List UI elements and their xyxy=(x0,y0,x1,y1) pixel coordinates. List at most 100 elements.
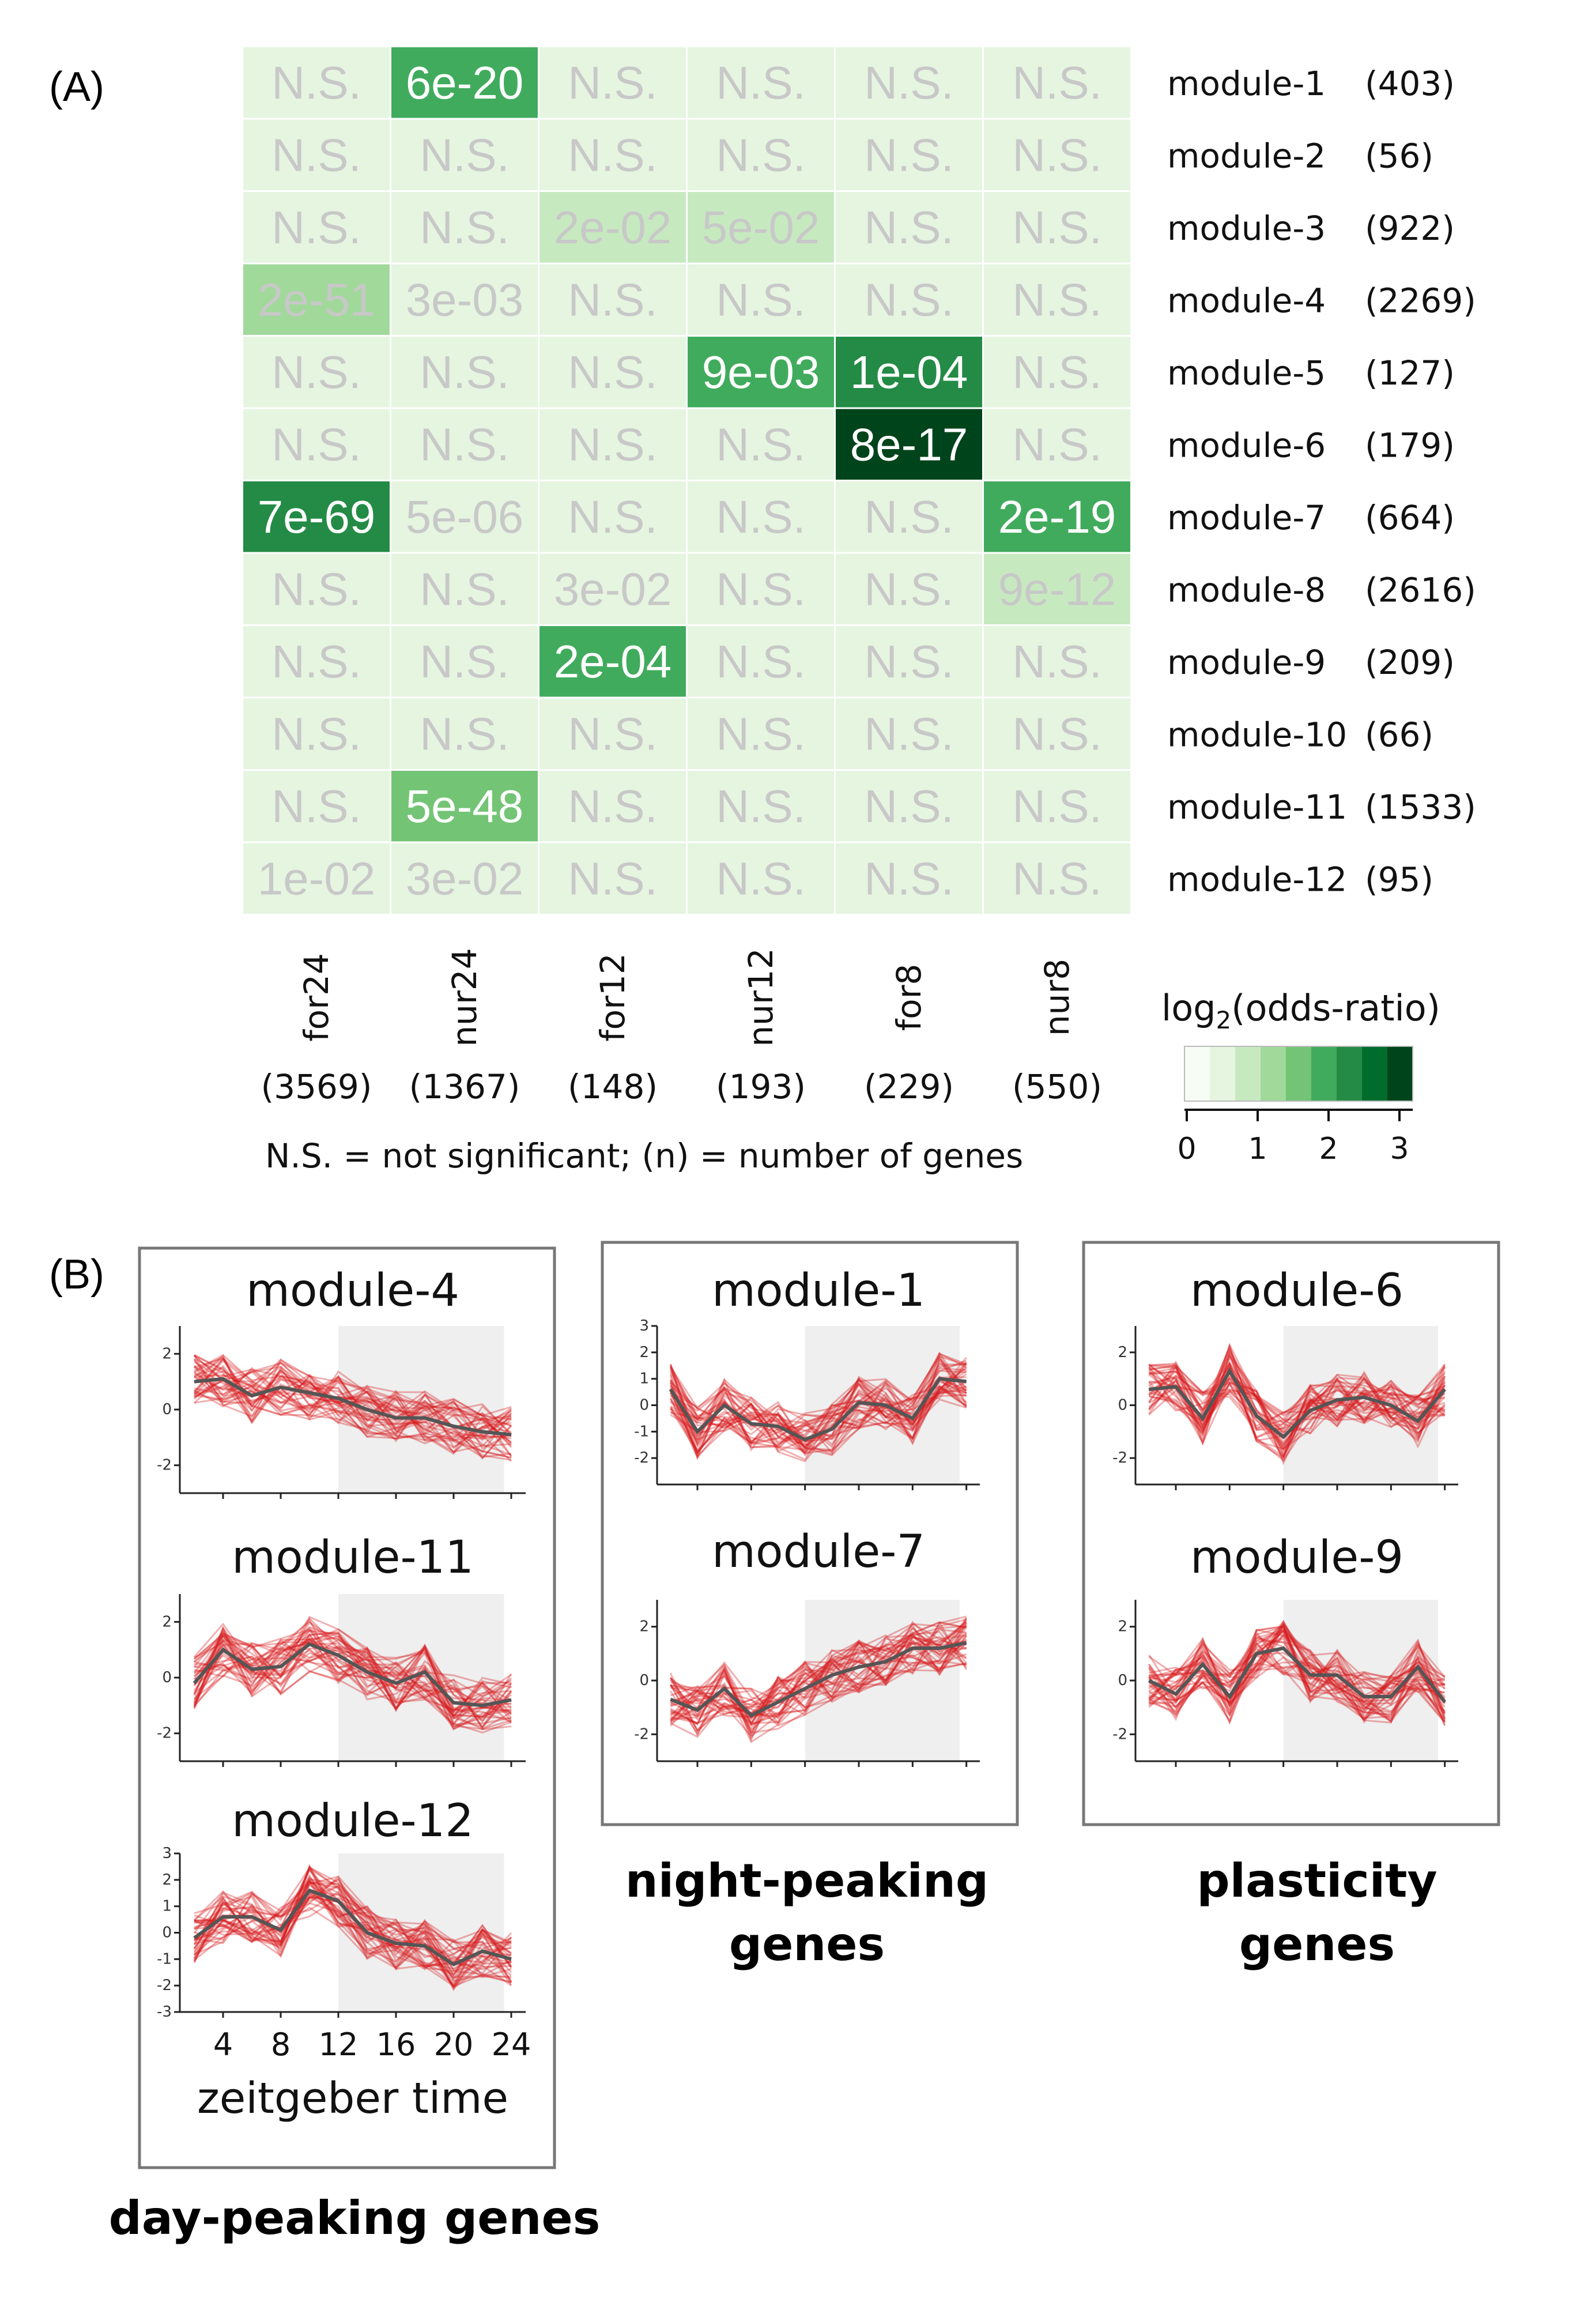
heatmap-cell-label: N.S. xyxy=(271,57,361,108)
gene-trace xyxy=(670,1351,967,1455)
heatmap-cell-label: 2e-51 xyxy=(258,274,376,325)
heatmap-cell-label: N.S. xyxy=(1012,708,1102,759)
heatmap-cell-label: 8e-17 xyxy=(850,419,968,470)
gene-trace xyxy=(1148,1622,1446,1723)
y-tick-label: 3 xyxy=(162,1845,172,1862)
gene-trace xyxy=(193,1354,512,1440)
gene-trace xyxy=(194,1873,512,1971)
heatmap-cell xyxy=(391,337,538,408)
heatmap-cell xyxy=(984,553,1130,624)
gene-trace xyxy=(193,1365,512,1456)
heatmap-cell-label: N.S. xyxy=(1012,853,1102,904)
gene-trace xyxy=(1149,1623,1446,1715)
heatmap-cell-label: N.S. xyxy=(1012,274,1102,325)
heatmap-cell-label: N.S. xyxy=(864,57,954,108)
heatmap-cell xyxy=(836,481,982,552)
heatmap-cell-label: N.S. xyxy=(716,563,806,615)
y-tick-label: 1 xyxy=(639,1370,649,1388)
column-label: for8 xyxy=(889,964,929,1031)
heatmap-cell-label: 5e-06 xyxy=(406,491,524,542)
gene-trace xyxy=(670,1352,967,1457)
legend-ticks: 0 1 2 3 xyxy=(1177,1109,1413,1166)
gene-trace xyxy=(669,1375,967,1460)
night-shade xyxy=(805,1600,960,1761)
heatmap-cell xyxy=(984,843,1130,914)
gene-trace xyxy=(193,1626,512,1723)
column-label: nur24 xyxy=(445,948,484,1046)
gene-trace xyxy=(194,1370,512,1461)
heatmap-cell-label: N.S. xyxy=(420,636,510,687)
heatmap-cell-label: N.S. xyxy=(420,129,510,180)
column-label: for24 xyxy=(297,953,336,1042)
heatmap-cell xyxy=(391,553,538,624)
y-tick-label: 2 xyxy=(162,1871,172,1889)
heatmap-cell-label: N.S. xyxy=(568,346,658,398)
mean-line xyxy=(670,1641,967,1718)
heatmap-cell-label: N.S. xyxy=(568,853,658,904)
gene-trace xyxy=(193,1631,512,1725)
group-label-plasticity-line2: genes xyxy=(1239,1917,1395,1971)
gene-trace xyxy=(193,1878,512,1990)
gene-trace xyxy=(1148,1626,1446,1723)
heatmap-cell xyxy=(243,337,390,408)
day-peaking-box xyxy=(138,1246,556,2169)
row-count: (922) xyxy=(1365,209,1455,248)
gene-trace xyxy=(670,1358,967,1446)
gene-trace xyxy=(670,1615,967,1743)
gene-trace xyxy=(194,1366,512,1450)
module-profile-plots: module-420-2module-1120-2module-123210-1… xyxy=(157,1265,1458,2123)
heatmap-cell xyxy=(539,264,686,335)
gene-trace xyxy=(194,1366,512,1455)
y-tick-label: 2 xyxy=(639,1618,649,1636)
gene-trace xyxy=(194,1895,512,1985)
legend-swatch xyxy=(1311,1046,1337,1101)
row-count: (403) xyxy=(1365,64,1455,103)
group-label-day: day-peaking genes xyxy=(109,2191,601,2245)
gene-trace xyxy=(1148,1620,1446,1714)
gene-trace xyxy=(670,1366,967,1456)
heatmap-cell xyxy=(836,409,982,480)
row-count: (95) xyxy=(1365,860,1433,899)
y-tick-label: -2 xyxy=(1112,1449,1127,1467)
heatmap-cell xyxy=(688,47,834,118)
gene-trace xyxy=(194,1628,512,1713)
gene-trace xyxy=(193,1875,512,1969)
gene-trace xyxy=(194,1897,512,1980)
row-count: (2269) xyxy=(1365,281,1476,320)
legend-swatch xyxy=(1387,1046,1413,1101)
gene-trace xyxy=(194,1626,512,1730)
group-label-night-line1: night-peaking xyxy=(625,1854,988,1908)
heatmap-cell xyxy=(836,337,982,408)
heatmap-cell-label: N.S. xyxy=(420,708,510,759)
gene-trace xyxy=(1148,1639,1446,1705)
gene-trace xyxy=(670,1626,967,1720)
heatmap-cell xyxy=(539,553,686,624)
heatmap-cell-label: 2e-02 xyxy=(554,202,672,253)
gene-trace xyxy=(193,1883,512,1988)
row-count: (2616) xyxy=(1365,570,1476,609)
gene-trace xyxy=(194,1362,512,1445)
gene-trace xyxy=(1149,1629,1446,1705)
heatmap-cell xyxy=(688,264,834,335)
row-count: (179) xyxy=(1365,425,1455,465)
heatmap-cell-label: 5e-02 xyxy=(702,202,820,253)
y-tick-label: -2 xyxy=(157,1725,172,1742)
heatmap-cell-label: N.S. xyxy=(271,781,361,832)
heatmap-cell-label: N.S. xyxy=(271,708,361,759)
heatmap-cell xyxy=(391,626,538,697)
legend-tick-label: 3 xyxy=(1390,1132,1409,1166)
plot-title: module-7 xyxy=(712,1526,925,1578)
heatmap: N.S. 6e-20 N.S. N.S. N.S. N.S. module-1 (403) N.… xyxy=(243,47,1476,914)
legend-swatch xyxy=(1184,1046,1210,1101)
gene-trace xyxy=(193,1646,512,1729)
heatmap-cell-label: N.S. xyxy=(716,491,806,542)
heatmap-cell xyxy=(836,192,982,263)
gene-trace xyxy=(1148,1362,1446,1462)
row-label: module-8 xyxy=(1167,570,1326,609)
gene-trace xyxy=(194,1354,512,1457)
y-tick-label: 2 xyxy=(162,1613,172,1630)
night-shade xyxy=(1283,1326,1438,1484)
panel-label-b: (B) xyxy=(49,1252,104,1298)
heatmap-cell xyxy=(539,771,686,842)
heatmap-cell-label: 1e-02 xyxy=(258,853,376,904)
